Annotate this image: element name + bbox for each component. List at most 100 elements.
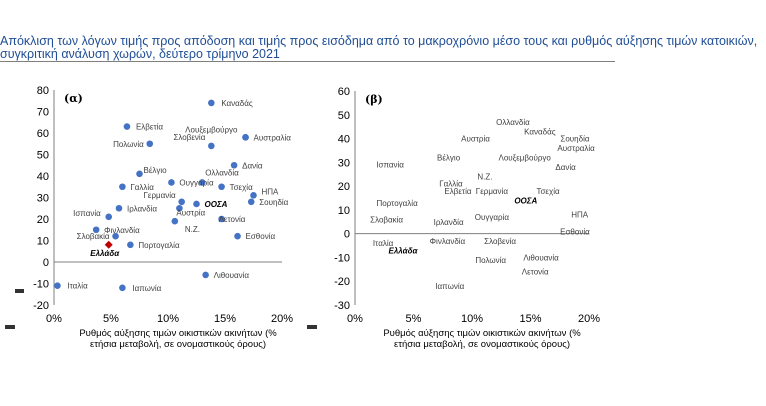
y-tick-label: 80 <box>37 85 49 97</box>
point-label: Ιαπωνία <box>132 284 161 293</box>
y-tick-label: -10 <box>334 252 350 264</box>
point-label: Γερμανία <box>476 187 509 196</box>
y-tick-label: 0 <box>344 229 350 241</box>
point-label: Αυστρία <box>461 135 490 144</box>
x-tick-label: 20% <box>271 313 293 325</box>
y-tick-label: 10 <box>37 236 49 248</box>
point-label: Ελβετία <box>444 187 471 196</box>
point-label: ΟΟΣΑ <box>514 196 537 205</box>
data-point <box>136 170 143 178</box>
point-label: Ολλανδία <box>205 168 239 177</box>
point-label: Σλοβενία <box>173 133 205 142</box>
x-tick-label: 0% <box>46 313 62 325</box>
point-label: Πολωνία <box>113 140 144 149</box>
point-label: Αυστραλία <box>557 144 595 153</box>
x-tick-label: 5% <box>103 313 119 325</box>
point-label: Γαλλία <box>130 183 154 192</box>
data-point <box>105 213 113 221</box>
y-tick-label: 30 <box>338 157 350 169</box>
point-label: Ελλάδα <box>90 249 120 258</box>
point-label: Λετονία <box>522 268 549 277</box>
data-point <box>230 161 238 169</box>
y-tick-label: -20 <box>334 276 350 288</box>
y-tick-label: 50 <box>338 110 350 122</box>
y-tick-label: 60 <box>37 128 49 140</box>
point-label: Λουξεμβούργο <box>185 125 238 134</box>
data-point <box>123 123 131 130</box>
x-tick-label: 10% <box>157 313 179 325</box>
point-label: Δανία <box>242 161 263 170</box>
data-point <box>171 217 179 225</box>
data-point <box>234 232 241 240</box>
point-label: ΗΠΑ <box>262 187 280 196</box>
point-label: Σλοβακία <box>77 232 110 241</box>
point-label: Ολλανδία <box>496 118 530 127</box>
point-label: Πολωνία <box>475 256 506 265</box>
data-point-greece <box>104 240 113 249</box>
y-tick-label: -30 <box>334 300 350 312</box>
y-tick-label: -20 <box>33 300 49 312</box>
x-axis-title: Ρυθμός αύξησης τιμών οικιστικών ακινήτων… <box>383 328 581 339</box>
point-label: Σλοβενία <box>484 237 516 246</box>
x-axis-title: ετήσια μεταβολή, σε ονομαστικούς όρους) <box>394 339 570 350</box>
y-tick-label: 10 <box>338 205 350 217</box>
y-tick-label: 70 <box>37 107 49 119</box>
point-label: Πορτογαλία <box>377 199 419 208</box>
point-label: Ιταλία <box>67 282 88 291</box>
point-label: Καναδάς <box>221 99 253 108</box>
chart-title: Απόκλιση των λόγων τιμής προς απόδοση κα… <box>0 35 758 61</box>
x-axis-title: ετήσια μεταβολή, σε ονομαστικούς όρους) <box>90 339 266 350</box>
y-tick-label: 40 <box>338 134 350 146</box>
point-label: Σουηδία <box>560 135 589 144</box>
x-tick-label: 15% <box>519 313 541 325</box>
data-point <box>193 200 200 208</box>
x-tick-label: 5% <box>406 313 422 325</box>
data-point <box>250 192 257 199</box>
point-label: Ν.Ζ. <box>185 225 200 234</box>
point-label: Ελβετία <box>136 123 163 132</box>
data-point <box>119 183 126 191</box>
point-label: Ουγγαρία <box>475 213 510 222</box>
point-label: ΟΟΣΑ <box>205 200 228 209</box>
y-tick-label: 50 <box>37 150 49 162</box>
point-label: Γαλλία <box>439 180 463 189</box>
data-point <box>176 204 183 212</box>
y-tick-label: 20 <box>37 214 49 226</box>
point-label: Ισπανία <box>376 161 404 170</box>
point-label: Καναδάς <box>524 127 556 136</box>
y-tick-label: 60 <box>338 86 350 98</box>
scatter-panel-a: -20 -10 0 10 20 30 40 50 60 70 80 0% 5% 10% 15% 20% Ρυθμ… <box>33 85 293 350</box>
point-label: Ν.Ζ. <box>477 173 492 182</box>
y-tick-label: 0 <box>43 257 49 269</box>
data-point <box>208 99 215 107</box>
point-label: Ιρλανδία <box>127 204 157 213</box>
point-label: Λουξεμβούργο <box>498 154 551 163</box>
point-label: Σουηδία <box>259 198 288 207</box>
data-point <box>202 271 209 279</box>
data-point <box>247 198 255 206</box>
data-point <box>178 198 185 206</box>
data-point <box>127 241 134 249</box>
point-label: Βέλγιο <box>144 166 168 175</box>
point-label: Δανία <box>555 163 576 172</box>
legend-marker-icon <box>5 289 317 329</box>
point-label: Αυστραλία <box>254 133 292 142</box>
point-label: Τσεχία <box>230 183 253 192</box>
data-point <box>208 142 215 150</box>
x-tick-label: 20% <box>578 313 600 325</box>
point-label: Λιθουανία <box>523 253 559 262</box>
data-point <box>218 215 225 223</box>
x-axis-title: Ρυθμός αύξησης τιμών οικιστικών ακινήτων… <box>79 328 277 339</box>
point-label: Ιταλία <box>373 239 394 248</box>
data-point <box>112 232 119 240</box>
data-point <box>146 140 154 148</box>
title-divider <box>0 61 615 62</box>
y-tick-label: 30 <box>37 193 49 205</box>
data-point <box>168 179 175 186</box>
point-label: Αυστρία <box>176 208 205 217</box>
scatter-panel-b: -30 -20 -10 0 10 20 30 40 50 60 0% 5% 10% 15% 20% Ρυθμό… <box>334 86 600 350</box>
data-point <box>92 226 100 234</box>
y-tick-label: 20 <box>338 181 350 193</box>
point-label: Βέλγιο <box>437 154 461 163</box>
y-tick-label: -10 <box>33 279 49 291</box>
